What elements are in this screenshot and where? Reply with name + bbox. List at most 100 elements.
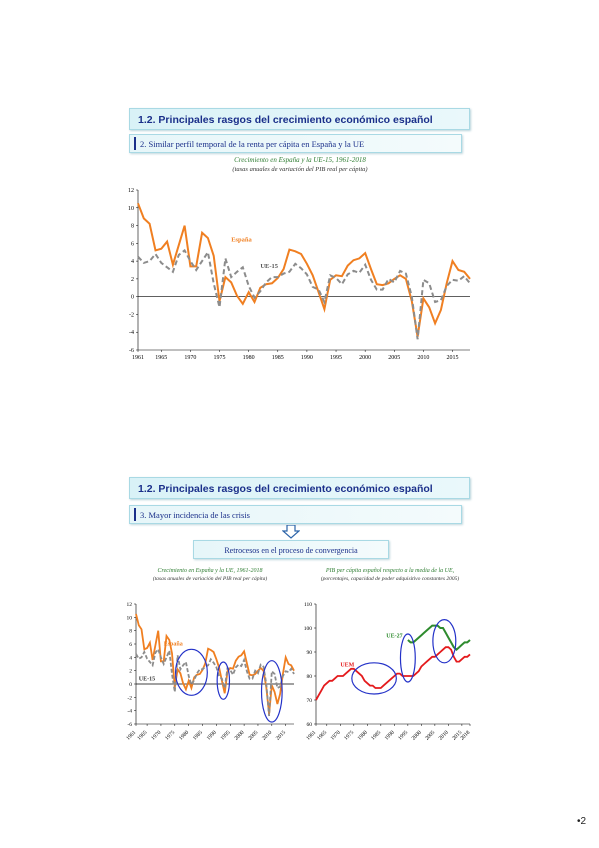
y-tick-label: 90: [307, 650, 313, 656]
chart1-svg: -6 -4 -2 0 2 4 6 8 10 12 1961 1965 1970 1975 1980 1985 1…: [128, 188, 471, 361]
series-label-ue15: UE-15: [260, 263, 278, 270]
y-tick-label: 4: [131, 259, 134, 265]
x-tick-label: 1985: [192, 729, 204, 741]
y-tick-label: 6: [131, 241, 134, 247]
series-label-espana: España: [231, 237, 252, 244]
y-tick-label: 6: [129, 642, 132, 648]
x-tick-label: 1970: [330, 729, 342, 741]
y-tick-label: 100: [304, 626, 313, 632]
x-tick-label: 1970: [150, 729, 162, 741]
section1-heading-text: 1.2. Principales rasgos del crecimiento …: [138, 114, 433, 126]
x-tick-label: 2005: [388, 355, 400, 361]
y-tick-label: 60: [307, 722, 313, 728]
subheading-marker: [134, 137, 136, 150]
series-label-uem: UEM: [340, 662, 354, 668]
section2-heading: 1.2. Principales rasgos del crecimiento …: [129, 477, 470, 499]
x-tick-label: 1990: [206, 729, 218, 741]
series-line-ue-27: [407, 624, 471, 651]
series-label-ue15: UE-15: [139, 677, 155, 683]
x-tick-label: 1980: [243, 355, 255, 361]
x-tick-label: 1985: [272, 355, 284, 361]
x-tick-label: 2000: [411, 729, 423, 741]
x-tick-label: 1980: [178, 729, 190, 741]
callout-box: Retrocesos en el proceso de convergencia: [193, 540, 389, 559]
x-tick-label: 1965: [316, 729, 328, 741]
x-tick-label: 1961: [125, 729, 137, 741]
section2-subheading-text: 3. Mayor incidencia de las crisis: [140, 510, 250, 520]
y-tick-label: 4: [129, 655, 132, 661]
series-line-ue-15: [137, 248, 471, 340]
x-tick-label: 1990: [301, 355, 313, 361]
x-tick-label: 1985: [370, 729, 382, 741]
x-tick-label: 1975: [164, 729, 176, 741]
series-line-uem: [315, 646, 471, 701]
section1-subheading: 2. Similar perfil temporal de la renta p…: [129, 134, 462, 153]
y-tick-label: 8: [131, 224, 134, 230]
x-tick-label: 2010: [417, 355, 429, 361]
highlight-circle: [432, 619, 457, 664]
page-number: •2: [577, 816, 587, 827]
x-tick-label: 2015: [447, 355, 459, 361]
x-tick-label: 1975: [343, 729, 355, 741]
x-tick-label: 1965: [155, 355, 167, 361]
x-tick-label: 2000: [359, 355, 371, 361]
x-tick-label: 2010: [438, 729, 450, 741]
y-tick-label: 12: [127, 602, 133, 608]
chart3-title: PIB per cápita español respecto a la med…: [325, 568, 455, 574]
highlight-circle: [351, 662, 397, 695]
x-tick-label: 2000: [233, 729, 245, 741]
x-tick-label: 1970: [184, 355, 196, 361]
x-tick-label: 2018: [459, 729, 471, 741]
x-tick-label: 1961: [305, 729, 317, 741]
y-tick-label: 80: [307, 674, 313, 680]
x-tick-label: 2015: [275, 729, 287, 741]
down-arrow-icon: [282, 525, 300, 539]
y-tick-label: 2: [131, 277, 134, 283]
x-tick-label: 2010: [261, 729, 273, 741]
chart2-subtitle: (tasas anuales de variación del PIB real…: [152, 576, 268, 582]
chart2-title: Crecimiento en España y la UE, 1961-2018: [157, 568, 263, 574]
chart1-title: Crecimiento en España y la UE-15, 1961-2…: [234, 156, 366, 164]
y-tick-label: 10: [127, 615, 133, 621]
highlight-circle: [260, 660, 283, 723]
x-tick-label: 1965: [136, 729, 148, 741]
series-label-ue27: UE-27: [386, 634, 402, 640]
x-tick-label: 1961: [132, 355, 144, 361]
y-tick-label: -4: [129, 330, 134, 336]
y-tick-label: 0: [129, 682, 132, 688]
x-tick-label: 1995: [397, 729, 409, 741]
y-tick-label: -4: [127, 709, 132, 715]
subheading-marker: [134, 508, 136, 521]
y-tick-label: -6: [127, 722, 132, 728]
x-tick-label: 1995: [330, 355, 342, 361]
x-tick-label: 1995: [220, 729, 232, 741]
y-tick-label: 110: [304, 602, 312, 608]
highlight-circle: [216, 661, 231, 700]
chart1-subtitle: (tasas anuales de variación del PIB real…: [232, 166, 368, 173]
y-tick-label: 0: [131, 295, 134, 301]
chart3-subtitle: (porcentajes, capacidad de poder adquisi…: [320, 576, 460, 582]
y-tick-label: -2: [129, 312, 134, 318]
callout-text: Retrocesos en el proceso de convergencia: [224, 546, 358, 555]
series-label-espana: España: [164, 641, 183, 647]
x-tick-label: 1990: [384, 729, 396, 741]
y-tick-label: 2: [129, 669, 132, 675]
series-line-ue-15: [135, 647, 295, 717]
y-tick-label: -2: [127, 695, 132, 701]
x-tick-label: 1975: [214, 355, 226, 361]
y-tick-label: 10: [128, 206, 134, 212]
y-tick-label: 12: [128, 188, 134, 194]
section1-subheading-text: 2. Similar perfil temporal de la renta p…: [140, 139, 365, 149]
y-tick-label: 8: [129, 629, 132, 635]
x-tick-label: 1980: [357, 729, 369, 741]
highlight-circle: [174, 648, 208, 696]
x-tick-label: 2005: [424, 729, 436, 741]
section2-subheading: 3. Mayor incidencia de las crisis: [129, 505, 462, 524]
section2-heading-text: 1.2. Principales rasgos del crecimiento …: [138, 483, 433, 495]
x-tick-label: 2005: [247, 729, 259, 741]
highlight-circle: [399, 633, 416, 683]
y-tick-label: 70: [307, 698, 313, 704]
section1-heading: 1.2. Principales rasgos del crecimiento …: [129, 108, 470, 130]
